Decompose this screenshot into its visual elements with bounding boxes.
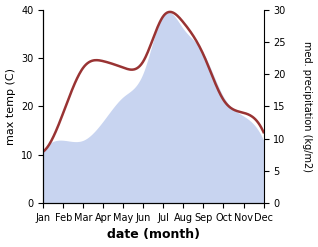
X-axis label: date (month): date (month) — [107, 228, 200, 242]
Y-axis label: max temp (C): max temp (C) — [5, 68, 16, 145]
Y-axis label: med. precipitation (kg/m2): med. precipitation (kg/m2) — [302, 41, 313, 172]
